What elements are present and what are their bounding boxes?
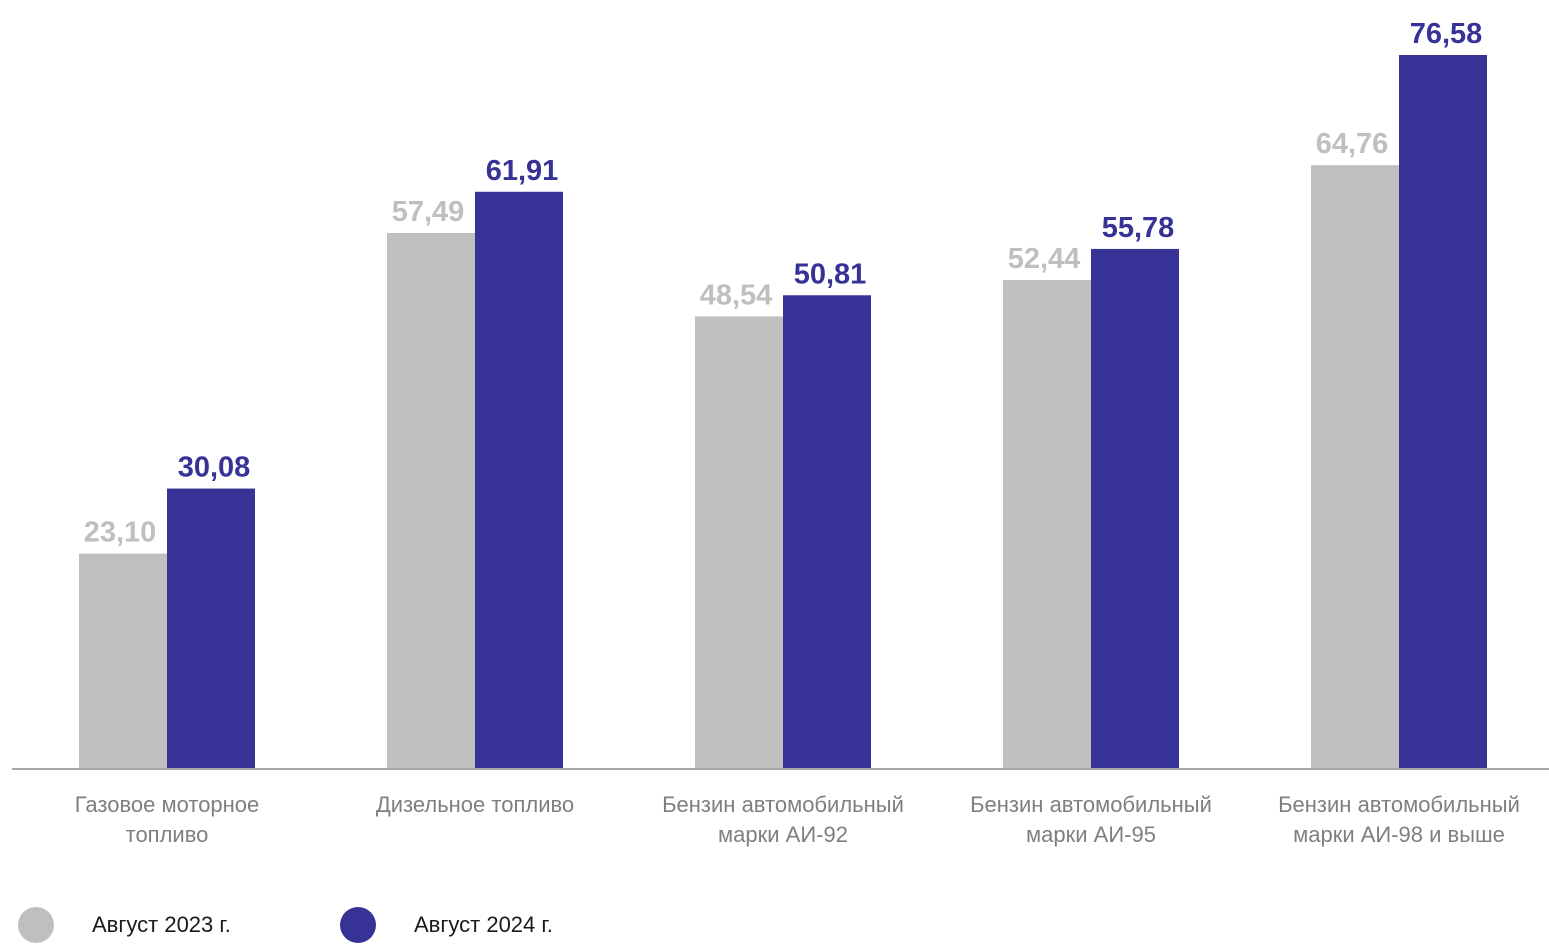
category-label-4: Бензин автомобильный марки АИ-95 — [970, 792, 1212, 847]
legend-label-series-1: Август 2023 г. — [92, 912, 231, 937]
category-label-5-line-1: Бензин автомобильный — [1278, 792, 1520, 817]
legend-item-series-1: Август 2023 г. — [18, 904, 231, 946]
value-label-series-2-category-3: 50,81 — [794, 258, 867, 290]
value-label-series-2-category-2: 61,91 — [486, 155, 559, 187]
bar-series-2-category-5 — [1399, 55, 1487, 769]
category-label-1-line-2: топливо — [126, 822, 209, 847]
category-label-1: Газовое моторное топливо — [75, 792, 260, 847]
value-label-series-1-category-4: 52,44 — [1008, 243, 1081, 275]
value-label-series-2-category-4: 55,78 — [1102, 212, 1175, 244]
category-label-3-line-2: марки АИ-92 — [718, 822, 848, 847]
bar-series-2-category-4 — [1091, 248, 1179, 769]
category-label-5-line-2: марки АИ-98 и выше — [1293, 822, 1505, 847]
bar-series-1-category-2 — [387, 232, 475, 770]
bar-series-2-category-3 — [783, 295, 871, 769]
value-label-series-1-category-2: 57,49 — [392, 196, 465, 228]
category-label-1-line-1: Газовое моторное — [75, 792, 260, 817]
category-label-4-line-2: марки АИ-95 — [1026, 822, 1156, 847]
legend-label-series-2: Август 2024 г. — [414, 912, 553, 937]
bar-series-1-category-4 — [1003, 280, 1091, 769]
value-label-series-1-category-1: 23,10 — [84, 517, 157, 549]
value-label-series-2-category-5: 76,58 — [1410, 18, 1483, 50]
value-label-series-1-category-5: 64,76 — [1316, 128, 1389, 160]
category-labels-group: Газовое моторное топливо Дизельное топливо… — [75, 792, 1520, 847]
category-label-3: Бензин автомобильный марки АИ-92 — [662, 792, 904, 847]
category-label-4-line-1: Бензин автомобильный — [970, 792, 1212, 817]
bar-series-2-category-1 — [167, 488, 255, 769]
category-label-3-line-1: Бензин автомобильный — [662, 792, 904, 817]
legend: Август 2023 г. Август 2024 г. — [0, 904, 1549, 946]
legend-swatch-series-1 — [18, 907, 54, 943]
value-label-series-2-category-1: 30,08 — [178, 452, 251, 484]
value-label-series-1-category-3: 48,54 — [700, 279, 773, 311]
value-labels-group: 23,10 30,08 57,49 61,91 48,54 50,81 52,44 55,78… — [84, 18, 1483, 549]
bar-series-1-category-3 — [695, 316, 783, 769]
bar-series-1-category-1 — [79, 553, 167, 769]
legend-swatch-series-2 — [340, 907, 376, 943]
bars-group — [79, 55, 1487, 770]
bar-series-1-category-5 — [1311, 165, 1399, 769]
bar-series-2-category-2 — [475, 191, 563, 769]
legend-item-series-2: Август 2024 г. — [340, 904, 553, 946]
category-label-2-line-1: Дизельное топливо — [376, 792, 574, 817]
category-label-2: Дизельное топливо — [376, 792, 574, 817]
category-label-5: Бензин автомобильный марки АИ-98 и выше — [1278, 792, 1520, 847]
